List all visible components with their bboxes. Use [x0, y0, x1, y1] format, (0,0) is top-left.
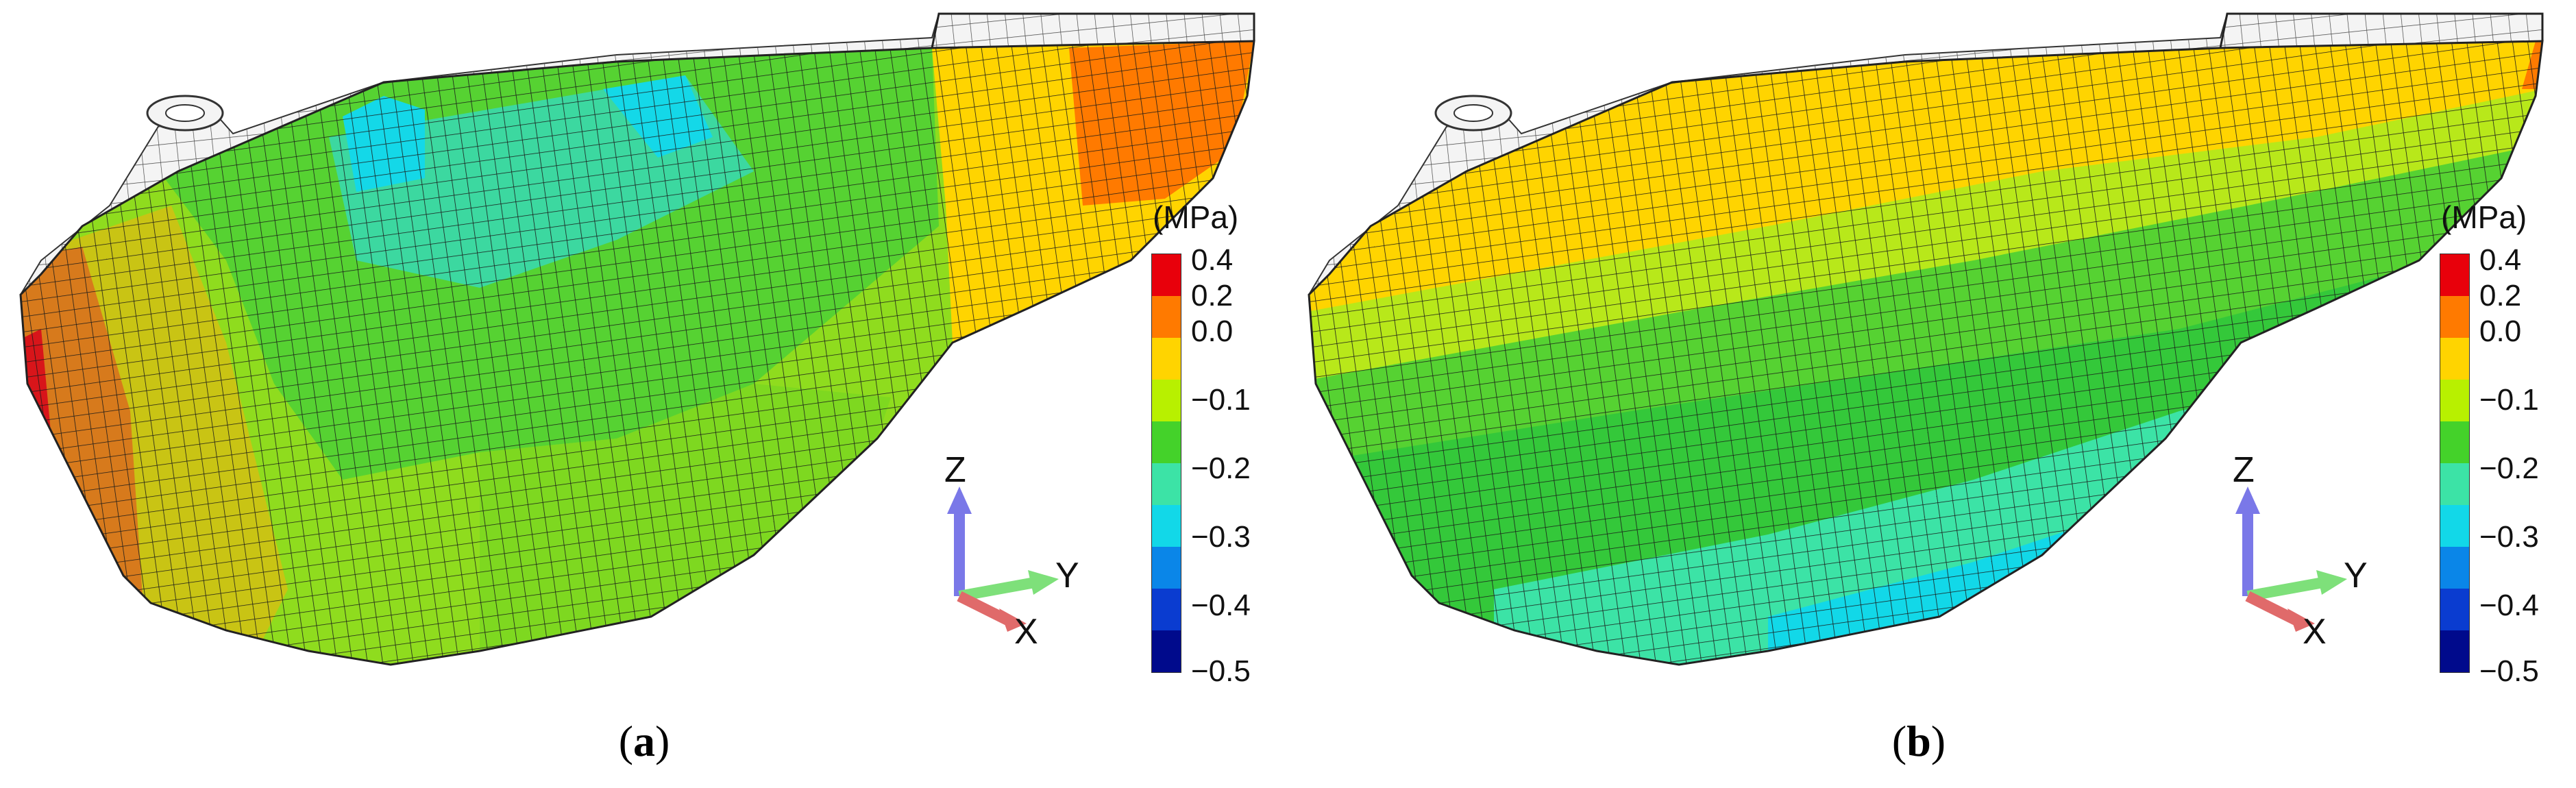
axis-triad-a: Z Y X	[911, 450, 1090, 658]
axis-label-x: X	[2303, 612, 2327, 652]
legend-swatch	[2440, 421, 2469, 463]
caption-b: (b)	[1891, 717, 1946, 765]
axis-triad-b: Z Y X	[2200, 450, 2378, 658]
legend-tick: 0.2	[2479, 279, 2522, 312]
legend-tick: 0.4	[1191, 243, 1234, 277]
legend-swatch	[2440, 463, 2469, 505]
legend-swatch	[1152, 254, 1181, 296]
panel-b: (MPa) 0.4 0.2 0.0 −0.1 −0.2 −0.3 −0.4 −0…	[1288, 0, 2576, 788]
legend-tick: 0.2	[1191, 279, 1234, 312]
legend-swatch	[1152, 505, 1181, 547]
legend-swatch	[2440, 505, 2469, 547]
panel-a: (MPa) 0.4 0.2 0.0 −0.1 −0.2 −0.3 −0.4 −0…	[19, 12, 1275, 765]
legend-swatch	[1152, 338, 1181, 380]
legend-swatch	[2440, 630, 2469, 672]
legend-tick: −0.4	[2479, 589, 2539, 622]
legend-b: (MPa) 0.4 0.2 0.0 −0.1 −0.2 −0.3 −0.4 −0…	[2412, 199, 2563, 692]
legend-tick: −0.3	[2479, 520, 2539, 554]
legend-tick: −0.1	[1191, 383, 1251, 417]
caption-a: (a)	[618, 717, 670, 765]
legend-swatch	[1152, 589, 1181, 630]
legend-swatch	[1152, 421, 1181, 463]
legend-unit: (MPa)	[1153, 199, 1239, 235]
legend-swatch	[2440, 338, 2469, 380]
axis-label-z: Z	[944, 450, 966, 490]
legend-tick: −0.2	[1191, 452, 1251, 485]
axis-label-y: Y	[1055, 556, 1079, 595]
legend-tick: 0.4	[2479, 243, 2522, 277]
fem-stress-plot-a	[19, 12, 1255, 666]
legend-tick: −0.2	[2479, 452, 2539, 485]
legend-swatch	[2440, 296, 2469, 338]
axis-label-z: Z	[2233, 450, 2255, 490]
legend-colorbar	[1151, 254, 1181, 673]
legend-swatch	[2440, 589, 2469, 630]
axis-arrows	[947, 487, 1059, 632]
legend-tick: −0.3	[1191, 520, 1251, 554]
legend-swatch	[2440, 380, 2469, 421]
legend-tick: −0.1	[2479, 383, 2539, 417]
legend-colorbar	[2440, 254, 2470, 673]
legend-swatch	[1152, 380, 1181, 421]
legend-swatch	[1152, 630, 1181, 672]
axis-label-x: X	[1014, 612, 1038, 652]
fem-stress-plot-b	[1308, 12, 2544, 666]
legend-swatch	[1152, 463, 1181, 505]
legend-tick: −0.5	[1191, 654, 1251, 688]
legend-tick: −0.4	[1191, 589, 1251, 622]
legend-swatch	[2440, 254, 2469, 296]
legend-swatch	[1152, 547, 1181, 589]
legend-tick: 0.0	[1191, 315, 1234, 348]
axis-label-y: Y	[2344, 556, 2368, 595]
legend-unit: (MPa)	[2441, 199, 2527, 235]
legend-tick: 0.0	[2479, 315, 2522, 348]
legend-tick: −0.5	[2479, 654, 2539, 688]
axis-arrows	[2235, 487, 2347, 632]
legend-a: (MPa) 0.4 0.2 0.0 −0.1 −0.2 −0.3 −0.4 −0…	[1124, 199, 1275, 692]
legend-swatch	[1152, 296, 1181, 338]
legend-swatch	[2440, 547, 2469, 589]
